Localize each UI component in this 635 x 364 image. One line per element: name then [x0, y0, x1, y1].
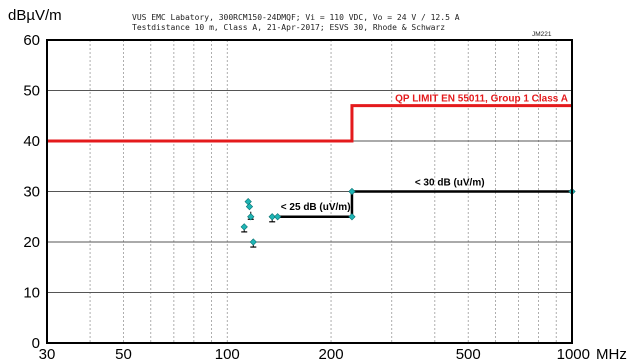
measurement-point — [245, 203, 254, 211]
x-tick-label: 1000 — [557, 346, 590, 363]
x-tick-label: 50 — [115, 346, 132, 363]
series: QP LIMIT EN 55011, Group 1 Class A < 25 d… — [47, 94, 576, 248]
y-tick-label: 10 — [23, 285, 40, 302]
measurement-point — [348, 187, 356, 196]
measurement-point — [240, 223, 248, 231]
limit-line-label: QP LIMIT EN 55011, Group 1 Class A — [395, 94, 568, 105]
measurement-point — [249, 238, 257, 246]
x-axis-unit-label: MHz — [596, 346, 627, 363]
measurement-point — [274, 213, 282, 221]
measurement-point — [244, 197, 252, 206]
margin-line — [277, 190, 572, 218]
measurement-point — [268, 213, 276, 221]
measurement-point — [348, 213, 356, 221]
y-tick-label: 30 — [23, 184, 40, 201]
x-tick-label: 200 — [319, 346, 344, 363]
limit-line — [47, 104, 572, 143]
x-tick-label: 30 — [39, 346, 56, 363]
x-tick-label: 100 — [215, 346, 240, 363]
chart-header: VUS EMC Labatory, 300RCM150-24DMQF; Vi =… — [132, 13, 552, 38]
y-tick-label: 20 — [23, 234, 40, 251]
measurement-point — [247, 213, 255, 221]
y-tick-label: 40 — [23, 133, 40, 150]
margin-line-label: < 25 dB (uV/m) — [281, 202, 351, 213]
header-line-1: VUS EMC Labatory, 300RCM150-24DMQF; Vi =… — [132, 13, 460, 22]
y-tick-label: 50 — [23, 83, 40, 100]
plot-frame — [46, 39, 573, 344]
y-axis-unit-label: dBµV/m — [8, 7, 62, 24]
y-tick-label: 60 — [23, 32, 40, 49]
axis-ticks: 0 10 20 30 40 50 60 30 50 100 200 500 1000 — [23, 32, 590, 363]
margin-line-label: < 30 dB (uV/m) — [415, 177, 485, 188]
x-tick-label: 500 — [456, 346, 481, 363]
chart-id-tag: JM221 — [532, 31, 552, 38]
header-line-2: Testdistance 10 m, Class A, 21-Apr-2017;… — [132, 23, 445, 32]
y-tick-label: 0 — [32, 335, 40, 352]
